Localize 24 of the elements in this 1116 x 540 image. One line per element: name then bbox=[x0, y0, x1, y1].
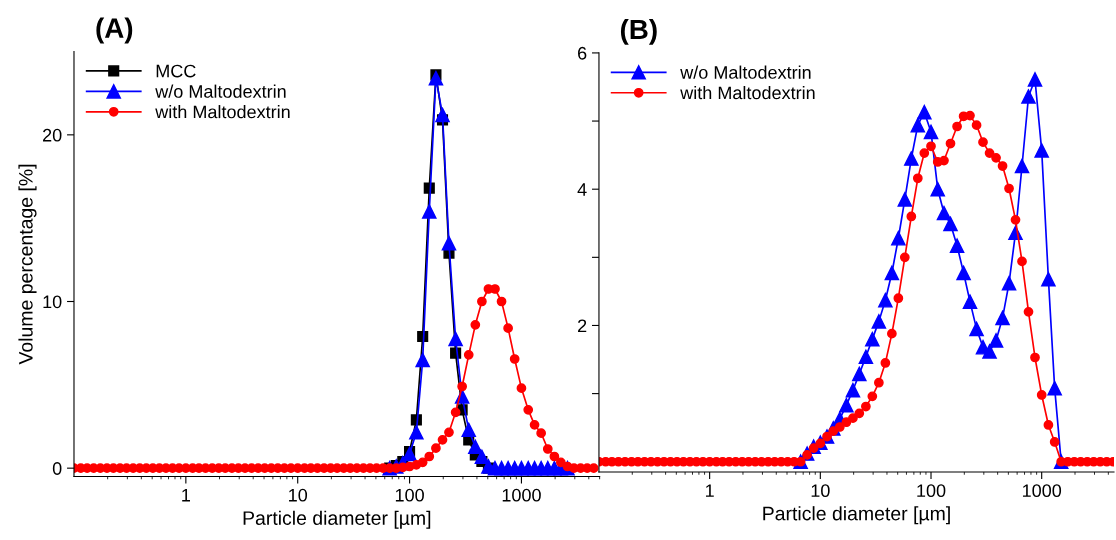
legend-label: w/o Maltodextrin bbox=[680, 65, 811, 79]
y-tick-label: 4 bbox=[577, 183, 587, 196]
legend-label: with Maltodextrin bbox=[155, 105, 290, 119]
chart-title: (B) bbox=[620, 18, 657, 45]
x-tick-label: 1 bbox=[706, 484, 714, 497]
y-tick-label: 6 bbox=[578, 46, 587, 60]
y-axis-title: Volume percentage [%] bbox=[18, 164, 37, 365]
x-axis-title: Particle diameter [µm] bbox=[763, 506, 950, 525]
y-tick-label: 20 bbox=[43, 128, 62, 142]
y-tick-label: 10 bbox=[43, 295, 62, 309]
x-tick-label: 10 bbox=[289, 488, 308, 502]
legend-label: MCC bbox=[156, 64, 196, 78]
x-axis-title: Particle diameter [µm] bbox=[243, 510, 431, 529]
y-tick-label: 0 bbox=[52, 462, 62, 475]
x-tick-label: 100 bbox=[395, 488, 424, 502]
y-tick-label: 2 bbox=[578, 319, 587, 333]
legend-label: with Maltodextrin bbox=[680, 86, 815, 100]
x-tick-label: 1000 bbox=[502, 488, 541, 502]
x-tick-label: 10 bbox=[811, 484, 830, 498]
x-tick-label: 1 bbox=[182, 488, 190, 502]
x-tick-label: 1000 bbox=[1022, 484, 1062, 498]
chart-title: (A) bbox=[96, 17, 133, 44]
legend-label: w/o Maltodextrin bbox=[155, 84, 286, 98]
x-tick-label: 100 bbox=[917, 484, 946, 498]
